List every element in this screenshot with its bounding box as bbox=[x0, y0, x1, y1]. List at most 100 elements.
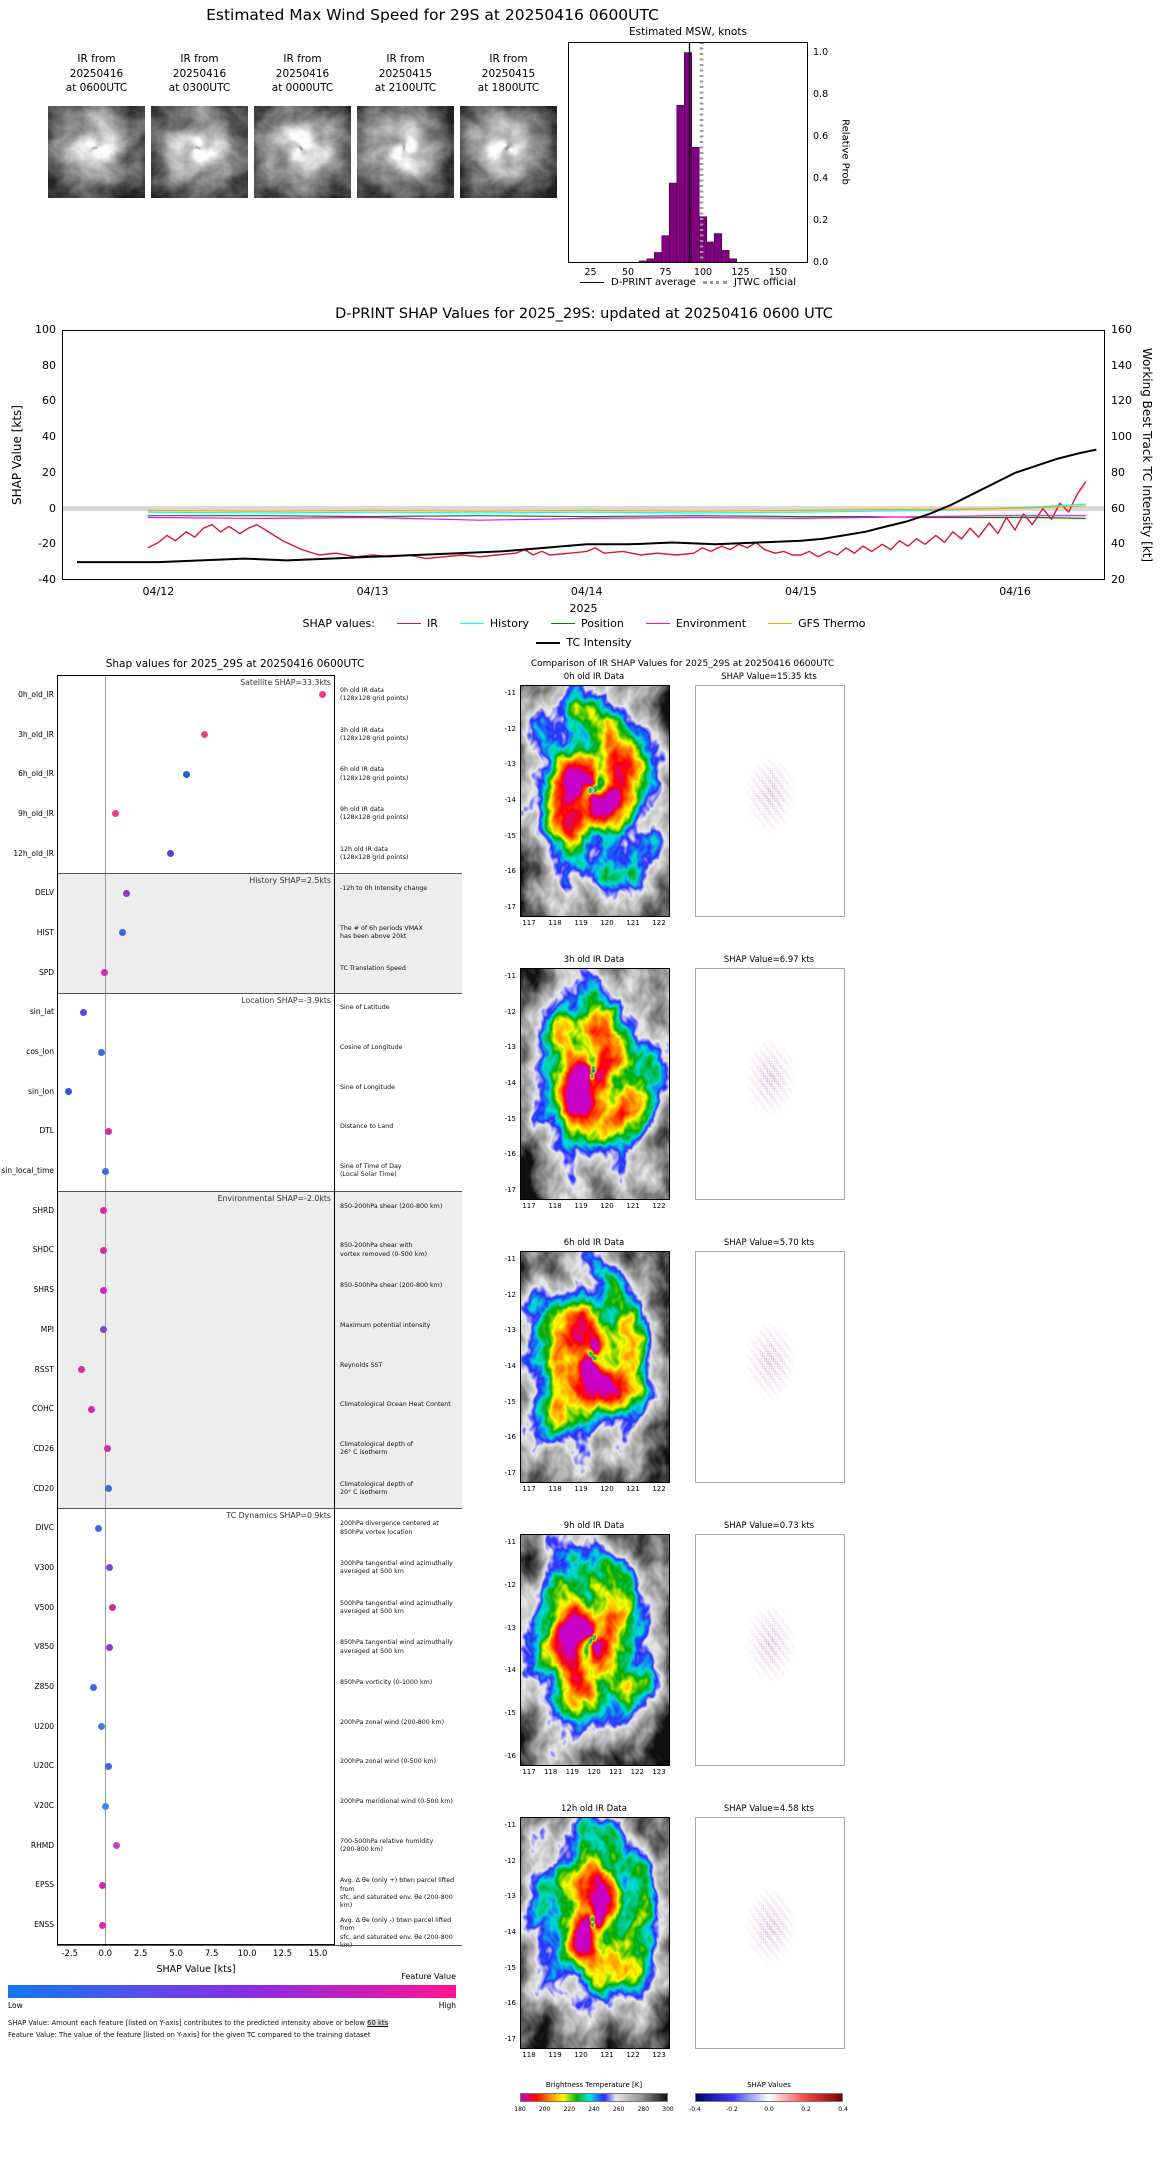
latitude-tick: -14 bbox=[504, 796, 516, 804]
feature-shap-dot bbox=[100, 1246, 108, 1254]
histogram-bar bbox=[676, 104, 685, 263]
longitude-tick: 121 bbox=[626, 1485, 640, 1493]
histogram-y-tick: 0.8 bbox=[813, 88, 829, 100]
ir-thumbnail-label: IR from 20250415 at 1800UTC bbox=[460, 52, 557, 96]
longitude-tick: 122 bbox=[652, 1202, 666, 1210]
feature-description: Sine of Time of Day (Local Solar Time) bbox=[340, 1163, 402, 1179]
histogram-bar bbox=[669, 182, 677, 263]
ts-right-tick: 20 bbox=[1111, 573, 1125, 586]
feature-label: 0h_old_IR bbox=[18, 689, 54, 699]
jtwc-official-line-icon bbox=[702, 281, 727, 284]
dotplot-x-tick: 12.5 bbox=[273, 1949, 292, 1959]
feature-description: 850-200hPa shear (200-800 km) bbox=[340, 1202, 443, 1210]
longitude-tick: 123 bbox=[652, 1768, 666, 1776]
latitude-tick: -16 bbox=[504, 1999, 516, 2008]
dotplot-x-tick: 5.0 bbox=[169, 1949, 183, 1959]
ir-thumbnail-image bbox=[460, 106, 557, 198]
feature-shap-dot bbox=[200, 731, 208, 739]
ir-data-title: 9h old IR Data bbox=[563, 1521, 625, 1531]
bt-colorbar-tick: 240 bbox=[588, 2106, 600, 2113]
longitude-tick: 118 bbox=[548, 1485, 562, 1493]
ir-thumbnail-image bbox=[151, 106, 248, 198]
feature-label: Z850 bbox=[34, 1682, 54, 1692]
group-header: Satellite SHAP=33.3kts bbox=[240, 678, 331, 687]
feature-label: RSST bbox=[34, 1364, 54, 1374]
dotplot-x-tick: 10.0 bbox=[237, 1949, 257, 1959]
feature-description: 850hPa vorticity (0-1000 km) bbox=[340, 1679, 433, 1687]
legend-item-label: Environment bbox=[675, 617, 747, 630]
dotplot-x-tick: 7.5 bbox=[204, 1949, 219, 1959]
longitude-tick: 122 bbox=[626, 2051, 640, 2059]
feature-description: 9h old IR data (128x128 grid points) bbox=[340, 805, 409, 822]
legend-item-label: Position bbox=[580, 617, 624, 630]
group-header: Environmental SHAP=-2.0kts bbox=[217, 1193, 331, 1203]
footnote-threshold: 60 kts bbox=[367, 2019, 389, 2027]
shap-values-legend-label: SHAP values: bbox=[302, 617, 375, 630]
longitude-tick: 118 bbox=[548, 919, 562, 927]
legend-line-icon bbox=[536, 641, 561, 644]
feature-description: Reynolds SST bbox=[340, 1361, 383, 1369]
feature-label: U20C bbox=[33, 1761, 54, 1771]
histogram-bar bbox=[684, 52, 692, 263]
shap-map-title: SHAP Value=4.58 kts bbox=[723, 1804, 815, 1814]
longitude-tick: 117 bbox=[522, 919, 536, 927]
histogram-y-tick: 0.2 bbox=[813, 214, 829, 226]
feature-shap-dot bbox=[182, 770, 190, 778]
feature-description: 200hPa divergence centered at 850hPa vor… bbox=[340, 1520, 439, 1536]
longitude-tick: 121 bbox=[626, 1202, 640, 1210]
feature-shap-dot bbox=[64, 1088, 72, 1096]
ir-image bbox=[520, 1817, 670, 2049]
longitude-tick: 118 bbox=[548, 1202, 562, 1210]
bt-colorbar-label: Brightness Temperature [K] bbox=[545, 2081, 643, 2089]
legend-line-icon bbox=[396, 623, 421, 624]
feature-label: DELV bbox=[35, 888, 54, 898]
dprint-average-line-icon bbox=[579, 282, 604, 283]
latitude-tick: -13 bbox=[504, 1326, 516, 1335]
timeseries-legend-row1: SHAP values: IR History Position Environmen… bbox=[0, 617, 1168, 630]
latitude-tick: -16 bbox=[504, 1752, 516, 1760]
feature-shap-dot bbox=[105, 1643, 113, 1651]
latitude-tick: -11 bbox=[504, 1821, 516, 1829]
histogram-bar bbox=[721, 250, 730, 263]
histogram-y-tick: 1.0 bbox=[813, 46, 829, 58]
feature-label: V20C bbox=[34, 1801, 54, 1811]
latitude-tick: -12 bbox=[504, 1856, 516, 1865]
shap-colorbar-label: SHAP Values bbox=[747, 2081, 791, 2089]
feature-shap-dot bbox=[103, 1445, 111, 1453]
longitude-tick: 121 bbox=[626, 919, 640, 927]
feature-label: EPSS bbox=[35, 1880, 54, 1890]
histogram-x-tick: 50 bbox=[621, 267, 635, 278]
feature-shap-dot bbox=[166, 850, 174, 858]
feature-value-low-label: Low bbox=[8, 2001, 23, 2010]
feature-label: DIVC bbox=[35, 1523, 54, 1533]
latitude-tick: -15 bbox=[504, 1709, 516, 1718]
ts-x-tick: 04/13 bbox=[356, 585, 389, 598]
legend-item-label: TC Intensity bbox=[566, 636, 632, 649]
feature-shap-dot bbox=[104, 1762, 112, 1770]
dprint-average-label: D-PRINT average bbox=[610, 277, 696, 288]
zero-reference-line bbox=[105, 675, 107, 1945]
feature-description: 500hPa tangential wind azimuthally avera… bbox=[340, 1599, 453, 1615]
longitude-tick: 122 bbox=[652, 919, 666, 927]
feature-label: sin_lon bbox=[28, 1086, 54, 1096]
feature-label: sin_local_time bbox=[1, 1166, 54, 1176]
feature-label: cos_lon bbox=[26, 1047, 54, 1057]
histogram-bar bbox=[661, 235, 670, 263]
legend-line-icon bbox=[645, 623, 670, 624]
shap-map-image bbox=[695, 1817, 845, 2049]
ir-image bbox=[520, 685, 670, 917]
histogram-y-tick: 0.4 bbox=[813, 172, 829, 184]
latitude-tick: -14 bbox=[504, 1362, 516, 1370]
legend-item-label: GFS Thermo bbox=[798, 617, 866, 630]
feature-shap-dot bbox=[108, 1604, 116, 1612]
longitude-tick: 119 bbox=[548, 2051, 562, 2059]
feature-shap-dot bbox=[94, 1524, 102, 1532]
feature-shap-dot bbox=[101, 969, 108, 977]
footnote-prefix: SHAP Value: Amount each feature [listed … bbox=[8, 2019, 368, 2027]
latitude-tick: -17 bbox=[504, 1186, 516, 1194]
latitude-tick: -17 bbox=[504, 1469, 516, 1477]
feature-label: U200 bbox=[34, 1721, 54, 1731]
jtwc-official-label: JTWC official bbox=[733, 277, 797, 288]
longitude-tick: 121 bbox=[608, 1768, 623, 1776]
longitude-tick: 120 bbox=[600, 1202, 614, 1210]
